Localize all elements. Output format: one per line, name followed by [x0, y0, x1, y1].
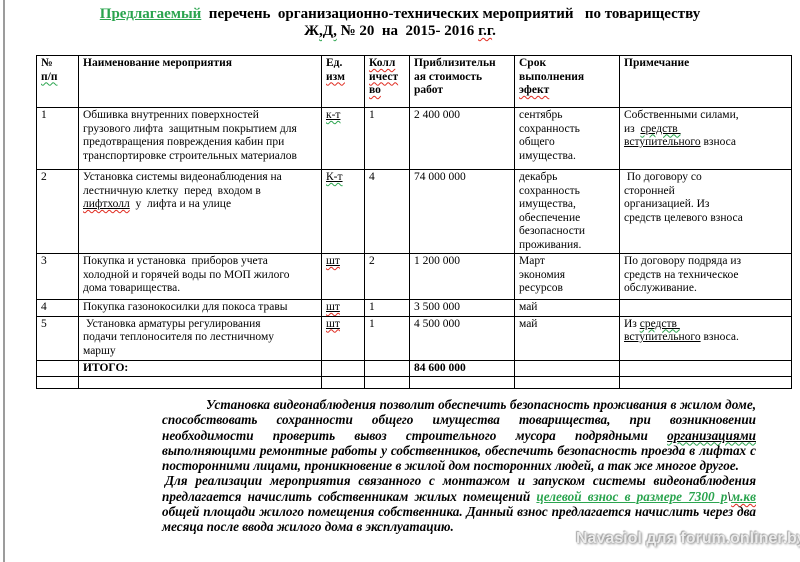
num-cell: 2 [36, 169, 79, 254]
qty-cell: 1 [364, 315, 410, 361]
num-cell: 1 [36, 107, 79, 170]
explanatory-text: Установка видеонаблюдения позволит обесп… [162, 397, 756, 535]
paragraph-1: Установка видеонаблюдения позволит обесп… [162, 397, 756, 474]
term-cell [514, 376, 620, 389]
document-title: Предлагаемый перечень организационно-тех… [0, 6, 800, 40]
header-unit: Ед. изм [321, 55, 365, 108]
header-name: Наименование мероприятия [78, 55, 322, 108]
unit-cell: к-т [321, 107, 365, 170]
note-cell [619, 299, 792, 317]
name-cell: Установка арматуры регулирования подачи т… [78, 315, 322, 361]
unit-cell: шт [321, 253, 365, 300]
num-cell [36, 376, 79, 389]
table-row: 1 Обшивка внутренних поверхностей грузово… [36, 107, 792, 170]
note-cell: Собственными силами, из средств вступител… [619, 107, 792, 170]
cost-cell: 1 200 000 [409, 253, 515, 300]
num-cell: 5 [36, 315, 79, 361]
table-row: 2 Установка системы видеонаблюдения на ле… [36, 169, 792, 254]
note-cell: По договору подряда из средств на техниче… [619, 253, 792, 300]
num-cell: 3 [36, 253, 79, 300]
unit-cell [321, 376, 365, 389]
num-cell [36, 359, 79, 377]
name-cell: Покупка газонокосилки для покоса травы [78, 299, 322, 317]
header-qty: Колл ичест во [364, 55, 410, 108]
table-header-row: № п/п Наименование мероприятия Ед. изм Кол… [36, 55, 792, 108]
measures-table: № п/п Наименование мероприятия Ед. изм Кол… [36, 55, 792, 389]
qty-cell: 4 [364, 169, 410, 254]
title-line-2: Ж,Д, № 20 на 2015- 2016 г.г. [304, 23, 496, 39]
table-row: 5 Установка арматуры регулирования подачи… [36, 315, 792, 361]
unit-cell: шт [321, 315, 365, 361]
cost-cell: 2 400 000 [409, 107, 515, 170]
title-line-1: Предлагаемый перечень организационно-тех… [99, 6, 701, 22]
empty-row [36, 376, 792, 389]
cost-cell: 4 500 000 [409, 315, 515, 361]
table-row: 4 Покупка газонокосилки для покоса травы… [36, 299, 792, 317]
cost-cell [409, 376, 515, 389]
total-row: ИТОГО: 84 600 000 [36, 359, 792, 377]
qty-cell [364, 359, 410, 377]
unit-cell: шт [321, 299, 365, 317]
total-cost-cell: 84 600 000 [409, 359, 515, 377]
qty-cell: 1 [364, 299, 410, 317]
qty-cell: 2 [364, 253, 410, 300]
term-cell: май [514, 315, 620, 361]
header-cost: Приблизительн ая стоимость работ [409, 55, 515, 108]
term-cell: декабрь сохранность имущества, обеспечение б… [514, 169, 620, 254]
unit-cell [321, 359, 365, 377]
total-label-cell: ИТОГО: [78, 359, 322, 377]
qty-cell: 1 [364, 107, 410, 170]
term-cell: сентябрь сохранность общего имущества. [514, 107, 620, 170]
name-cell: Установка системы видеонаблюдения на лест… [78, 169, 322, 254]
page-left-edge-line [3, 0, 5, 562]
note-cell: По договору со сторонней организацией. Из с… [619, 169, 792, 254]
term-cell: Март экономия ресурсов [514, 253, 620, 300]
name-cell: Обшивка внутренних поверхностей грузового… [78, 107, 322, 170]
term-cell [514, 359, 620, 377]
num-cell: 4 [36, 299, 79, 317]
name-cell: Покупка и установка приборов учета холодн… [78, 253, 322, 300]
term-cell: май [514, 299, 620, 317]
header-term: Срок выполнения эфект [514, 55, 620, 108]
note-cell: Из средств вступительного взноса. [619, 315, 792, 361]
note-cell [619, 376, 792, 389]
table-row: 3 Покупка и установка приборов учета холо… [36, 253, 792, 300]
qty-cell [364, 376, 410, 389]
forum-watermark: Navasiol для forum.onliner.by [576, 530, 800, 547]
header-num: № п/п [36, 55, 79, 108]
note-cell [619, 359, 792, 377]
paragraph-2: Для реализации мероприятия связанного с … [162, 473, 756, 535]
name-cell [78, 376, 322, 389]
header-note: Примечание [619, 55, 792, 108]
unit-cell: К-т [321, 169, 365, 254]
cost-cell: 3 500 000 [409, 299, 515, 317]
cost-cell: 74 000 000 [409, 169, 515, 254]
